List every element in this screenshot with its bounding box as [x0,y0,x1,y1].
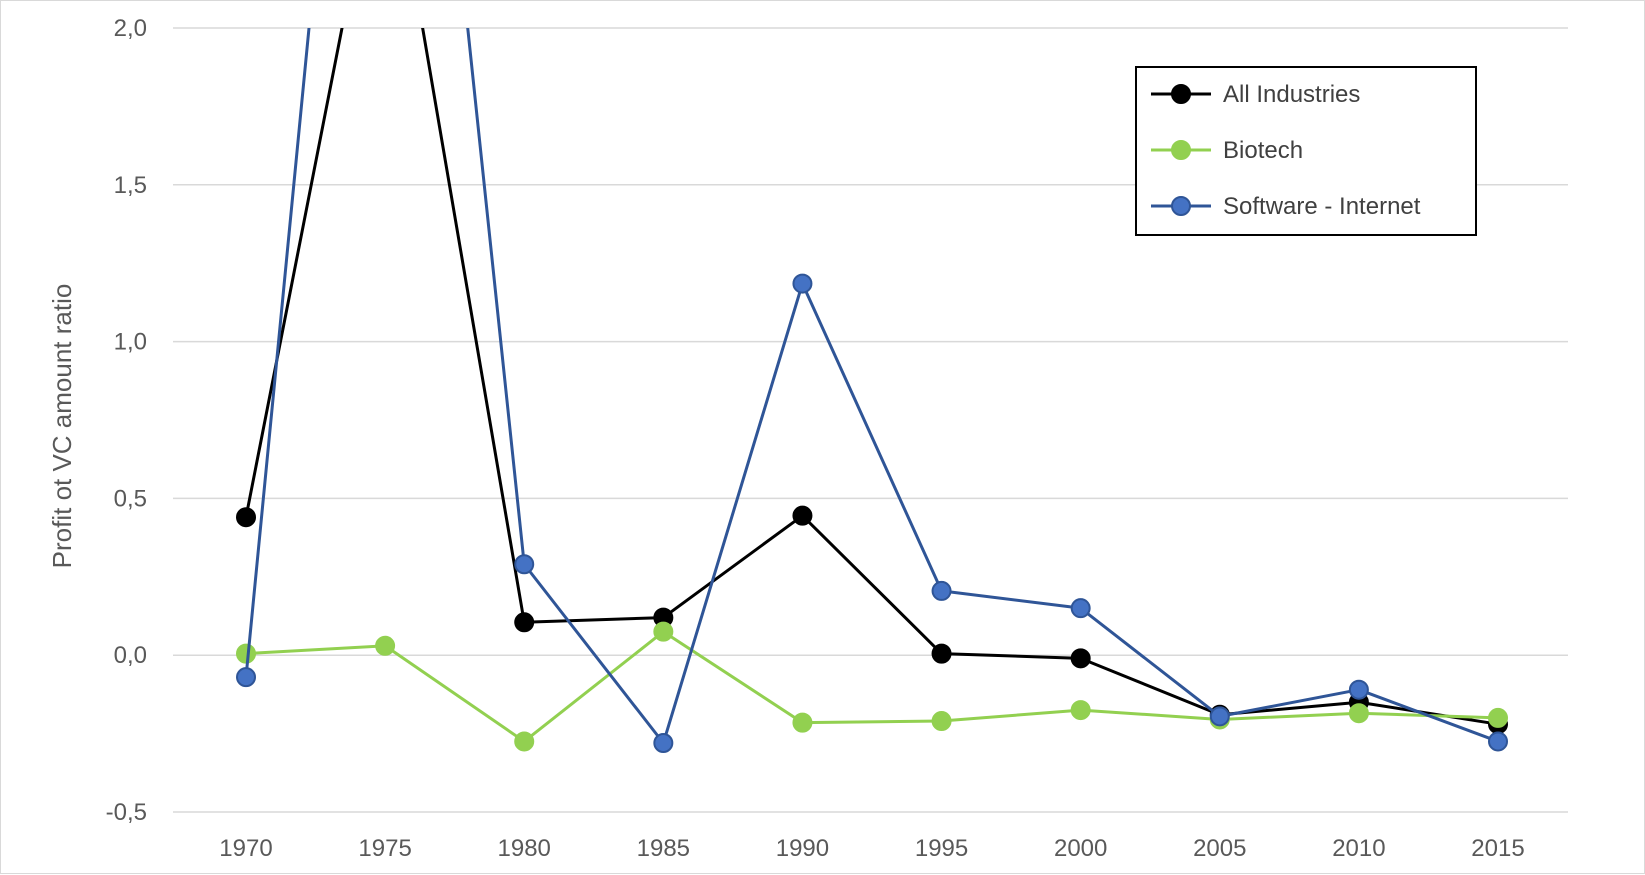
data-point [375,635,396,656]
legend-marker [1171,196,1191,216]
x-tick-label: 2000 [1054,835,1107,862]
y-tick-label: 0,0 [114,642,147,669]
y-axis-tick-labels: -0,5 0,0 0,5 1,0 1,5 2,0 [106,15,147,826]
y-tick-label: 2,0 [114,15,147,42]
series-2 [236,28,1508,754]
data-point [653,621,674,642]
legend-marker [1171,84,1191,104]
series-line [245,630,1499,743]
data-point [1070,700,1091,721]
x-tick-label: 1990 [776,835,829,862]
series-0 [236,28,1508,735]
data-point [1348,679,1369,700]
x-axis-tick-labels: 1970 1975 1980 1985 1990 1995 2000 2005 2010 2015 [219,835,1524,862]
y-tick-label: 1,0 [114,329,147,356]
legend-label: Biotech [1223,137,1303,164]
series-lines [236,28,1508,754]
y-tick-label: 0,5 [114,485,147,512]
data-point [236,507,256,528]
y-tick-label: 1,5 [114,172,147,199]
data-point [931,643,952,664]
series-line [244,28,1499,726]
y-tick-label: -0,5 [106,799,147,826]
legend-label: All Industries [1223,81,1360,108]
data-point [514,731,535,752]
data-point [931,580,952,601]
x-tick-label: 1975 [358,835,411,862]
data-point [236,667,256,688]
series-1 [236,621,1508,752]
data-point [1488,731,1508,752]
x-tick-label: 2005 [1193,835,1246,862]
legend-item: Biotech [1151,137,1303,164]
data-point [1209,706,1230,727]
data-point [236,643,256,664]
data-point [1348,703,1369,724]
data-point [931,711,952,732]
y-axis-label: Profit ot VC amount ratio [47,284,77,569]
data-point [1488,707,1508,728]
data-point [514,612,535,633]
data-point [792,273,813,294]
gridlines [173,27,1568,813]
x-tick-label: 2015 [1471,835,1524,862]
data-point [792,505,813,526]
x-tick-label: 1995 [915,835,968,862]
data-point [1070,648,1091,669]
data-point [792,712,813,733]
x-tick-label: 2010 [1332,835,1385,862]
x-tick-label: 1985 [637,835,690,862]
series-line [244,28,1499,745]
data-point [1070,598,1091,619]
legend-item: Software - Internet [1151,193,1421,220]
x-tick-label: 1980 [498,835,551,862]
x-tick-label: 1970 [219,835,272,862]
data-point [653,733,674,754]
legend-item: All Industries [1151,81,1360,108]
data-point [514,554,535,575]
legend-marker [1171,140,1191,160]
legend: All Industries Biotech Software - Internet [1135,66,1477,236]
legend-label: Software - Internet [1223,193,1421,220]
